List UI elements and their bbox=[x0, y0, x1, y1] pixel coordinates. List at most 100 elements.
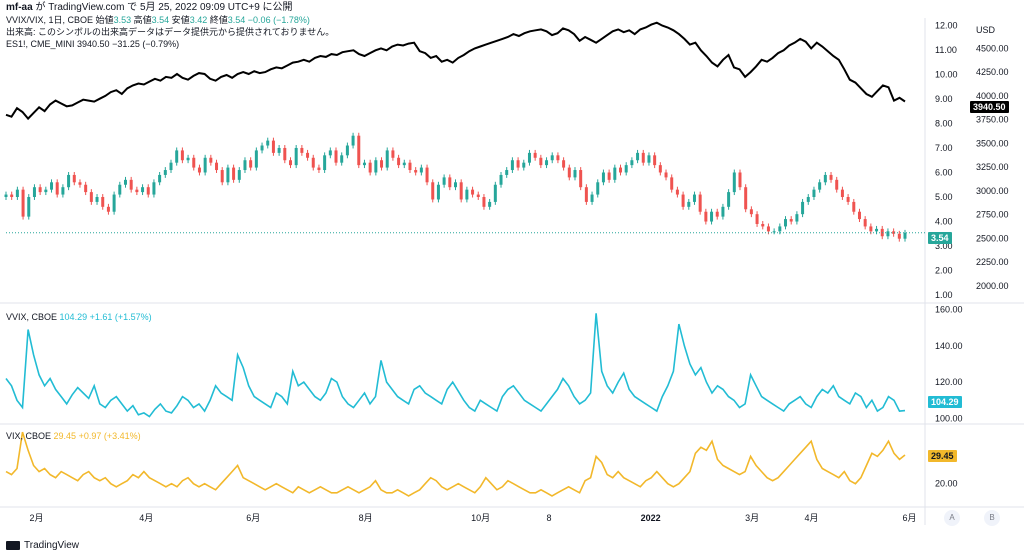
candle-body bbox=[658, 165, 662, 173]
candle-body bbox=[374, 160, 378, 173]
candle-body bbox=[226, 167, 230, 183]
candle-body bbox=[806, 197, 810, 202]
vvix-tick-label: 120.00 bbox=[935, 377, 963, 387]
candle-body bbox=[32, 187, 36, 198]
candle-body bbox=[664, 172, 668, 178]
legend-es-symbol: ES1!, CME_MINI bbox=[6, 39, 75, 49]
auto-scale-button[interactable]: A bbox=[944, 510, 960, 526]
x-tick-label: 2月 bbox=[30, 513, 44, 523]
es-price-badge: 3940.50 bbox=[970, 101, 1009, 113]
candle-body bbox=[846, 197, 850, 202]
candle-body bbox=[476, 194, 480, 198]
vix-price-badge: 29.45 bbox=[928, 450, 957, 462]
es-tick-label: 2000.00 bbox=[976, 281, 1009, 291]
ratio-tick-label: 8.00 bbox=[935, 118, 953, 128]
candle-body bbox=[306, 152, 310, 158]
candle-body bbox=[550, 155, 554, 161]
candle-body bbox=[675, 189, 679, 195]
candle-body bbox=[334, 150, 338, 163]
vvix-legend: VVIX, CBOE 104.29 +1.61 (+1.57%) bbox=[6, 311, 152, 323]
candle-body bbox=[601, 172, 605, 183]
legend-open-label: 始値 bbox=[95, 15, 114, 25]
candle-body bbox=[27, 197, 31, 217]
candle-body bbox=[61, 187, 65, 195]
candle-body bbox=[243, 160, 247, 171]
es-tick-label: 3750.00 bbox=[976, 115, 1009, 125]
candle-body bbox=[67, 174, 71, 188]
footer: TradingView bbox=[6, 540, 79, 551]
candle-body bbox=[903, 232, 907, 239]
candle-body bbox=[875, 228, 879, 232]
candle-body bbox=[641, 152, 645, 163]
vvix-line-series bbox=[5, 313, 906, 418]
candle-body bbox=[784, 219, 788, 227]
candle-body bbox=[812, 189, 816, 198]
candle-body bbox=[852, 201, 856, 212]
candle-body bbox=[203, 157, 207, 173]
candle-body bbox=[340, 155, 344, 163]
es-tick-label: 4250.00 bbox=[976, 67, 1009, 77]
candle-body bbox=[277, 147, 281, 153]
candle-body bbox=[357, 135, 361, 166]
candle-body bbox=[123, 179, 127, 185]
candle-body bbox=[175, 150, 179, 163]
candle-body bbox=[215, 162, 219, 171]
candle-body bbox=[283, 147, 287, 161]
candle-body bbox=[368, 162, 372, 173]
candle-body bbox=[414, 170, 418, 173]
candle-body bbox=[169, 162, 173, 171]
candle-body bbox=[795, 214, 799, 222]
candle-body bbox=[755, 214, 759, 224]
candle-body bbox=[465, 189, 469, 200]
es-tick-label: 2250.00 bbox=[976, 257, 1009, 267]
candle-body bbox=[84, 184, 88, 193]
candle-body bbox=[869, 226, 873, 232]
vix-legend: VIX, CBOE 29.45 +0.97 (+3.41%) bbox=[6, 430, 141, 442]
es-line bbox=[5, 21, 906, 121]
candle-body bbox=[186, 157, 190, 161]
candle-body bbox=[436, 184, 440, 200]
vvix-tick-label: 160.00 bbox=[935, 305, 963, 315]
candle-body bbox=[482, 197, 486, 207]
legend-low: 3.42 bbox=[189, 15, 208, 25]
candle-body bbox=[715, 211, 719, 217]
candle-body bbox=[766, 226, 770, 232]
candle-body bbox=[249, 160, 253, 168]
legend-es: ES1!, CME_MINI 3940.50 −31.25 (−0.79%) bbox=[6, 38, 334, 50]
candle-body bbox=[380, 160, 384, 168]
legend-change: −0.06 (−1.78%) bbox=[247, 15, 310, 25]
candle-body bbox=[744, 187, 748, 210]
es-tick-label: 3500.00 bbox=[976, 138, 1009, 148]
vvix-value: 104.29 bbox=[59, 312, 88, 322]
candle-body bbox=[488, 201, 492, 207]
ratio-tick-label: 2.00 bbox=[935, 266, 953, 276]
candle-body bbox=[112, 194, 116, 212]
es-tick-label: 2750.00 bbox=[976, 210, 1009, 220]
candle-body bbox=[254, 150, 258, 168]
footer-brand: TradingView bbox=[24, 540, 80, 551]
candle-body bbox=[454, 182, 457, 188]
candle-body bbox=[584, 187, 588, 202]
candle-body bbox=[419, 167, 423, 173]
vix-tick-label: 20.00 bbox=[935, 479, 958, 489]
candle-body bbox=[840, 189, 844, 198]
legend-high-label: 高値 bbox=[133, 15, 152, 25]
candle-body bbox=[505, 170, 509, 175]
publish-info: が TradingView.com で 5月 25, 2022 09:09 UT… bbox=[35, 2, 293, 13]
vix-line bbox=[5, 431, 906, 497]
candle-body bbox=[180, 150, 184, 161]
log-scale-button[interactable]: B bbox=[984, 510, 1000, 526]
candle-body bbox=[857, 211, 861, 220]
candle-body bbox=[266, 140, 270, 146]
candle-body bbox=[562, 160, 566, 168]
ratio-tick-label: 10.00 bbox=[935, 69, 958, 79]
candle-body bbox=[431, 182, 435, 200]
candle-body bbox=[192, 157, 196, 168]
candle-body bbox=[448, 177, 452, 188]
x-tick-label: 6月 bbox=[246, 513, 260, 523]
candle-body bbox=[459, 182, 463, 200]
candle-body bbox=[892, 231, 896, 234]
candle-body bbox=[15, 189, 19, 198]
candle-body bbox=[260, 145, 264, 151]
